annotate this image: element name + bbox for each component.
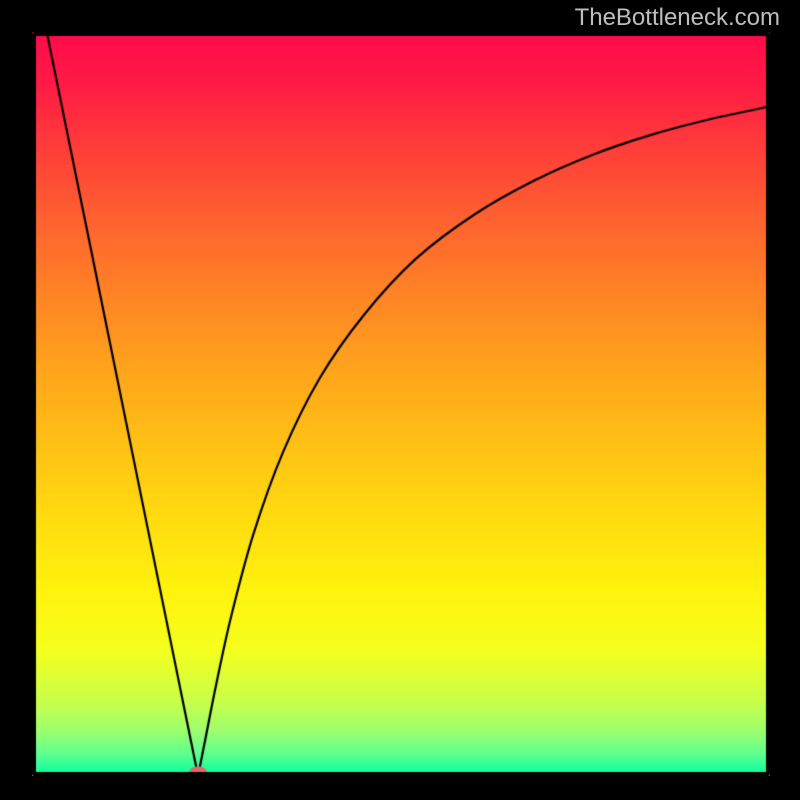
- plot-area: [32, 32, 770, 776]
- plot-canvas: [32, 32, 770, 776]
- chart-stage: TheBottleneck.com: [0, 0, 800, 800]
- watermark-text: TheBottleneck.com: [575, 4, 780, 32]
